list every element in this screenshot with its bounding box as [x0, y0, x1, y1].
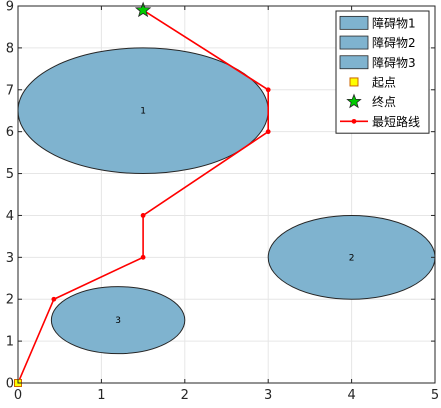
- y-tick-label: 3: [6, 251, 14, 266]
- obstacles: 1 2 3: [17, 47, 436, 355]
- y-tick-label: 0: [6, 377, 14, 392]
- x-tick-label: 3: [264, 388, 272, 403]
- y-tick-label: 7: [6, 83, 14, 98]
- plot-frame: [17, 5, 436, 384]
- legend-label: 起点: [372, 75, 396, 89]
- legend-label: 障碍物2: [372, 35, 416, 50]
- legend-label: 终点: [372, 94, 396, 109]
- path-point: [51, 296, 57, 302]
- x-tick-label: 0: [14, 388, 22, 403]
- path-point: [265, 129, 271, 135]
- obstacle-3: [50, 286, 186, 355]
- path-point: [140, 254, 146, 260]
- path-point: [265, 87, 271, 93]
- y-tick-label: 9: [6, 0, 14, 15]
- legend-label: 最短路线: [372, 114, 420, 129]
- legend-label: 障碍物3: [372, 55, 416, 70]
- y-tick-label: 8: [6, 41, 14, 56]
- x-tick-label: 4: [347, 388, 355, 403]
- y-tick-label: 1: [6, 335, 14, 350]
- x-tick-label: 2: [181, 388, 189, 403]
- legend-goal-swatch: [346, 93, 362, 109]
- obstacle-label-3: 3: [115, 316, 121, 326]
- legend-start-swatch: [349, 77, 359, 87]
- goal-marker: [134, 1, 152, 18]
- y-tick-label: 2: [6, 293, 14, 308]
- y-tick-label: 4: [6, 209, 14, 224]
- legend-box: [335, 10, 430, 134]
- legend-obstacle-swatch: [339, 55, 369, 70]
- legend-obstacle-swatch: [339, 35, 369, 50]
- obstacle-label-2: 2: [349, 253, 355, 263]
- path-point: [140, 213, 146, 218]
- y-tick-label: 5: [6, 167, 14, 182]
- x-tick-label: 5: [431, 388, 439, 403]
- y-tick-label: 6: [6, 125, 14, 140]
- legend-path-marker: [351, 118, 357, 124]
- axis-ticks: 0 1 2 3 4 5 0 1 2 3 4 5 6 7 8 9: [6, 0, 439, 403]
- x-tick-label: 1: [97, 388, 105, 403]
- legend-label: 障碍物1: [372, 15, 416, 30]
- obstacle-label-1: 1: [140, 107, 146, 117]
- legend-obstacle-swatch: [339, 15, 369, 30]
